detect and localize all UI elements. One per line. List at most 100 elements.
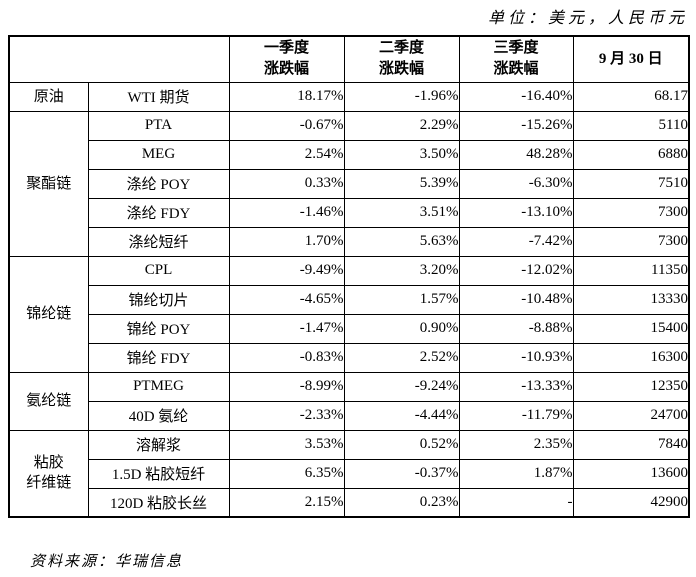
q2-cell: 3.20% [343,255,460,286]
price-cell: 24700 [572,400,690,431]
name-cell: 锦纶 FDY [87,342,230,373]
q3-cell: 48.28% [458,139,574,170]
price-cell: 7840 [572,429,690,460]
q1-cell: 0.33% [228,168,345,199]
q3-cell: -12.02% [458,255,574,286]
header-row: 一季度 涨跌幅 二季度 涨跌幅 三季度 涨跌幅 9 月 30 日 [8,35,690,83]
q1-cell: -1.46% [228,197,345,228]
unit-note: 单位：美元，人民币元 [487,10,688,27]
table-row: 锦纶切片 -4.65% 1.57% -10.48% 13330 [9,284,690,315]
q2-cell: 2.52% [343,342,460,373]
q3-cell: 2.35% [458,429,574,460]
q1-cell: -0.83% [228,342,345,373]
name-cell: CPL [87,255,230,286]
price-cell: 42900 [572,487,690,518]
q1-cell: -1.47% [228,313,345,344]
name-cell: 锦纶 POY [87,313,230,344]
header-q2-change: 二季度 涨跌幅 [343,35,460,83]
header-q3-change: 三季度 涨跌幅 [458,35,574,83]
price-cell: 12350 [572,371,690,402]
q2-cell: 0.90% [343,313,460,344]
q3-cell: -8.88% [458,313,574,344]
group-cell: 氨纶链 [8,371,89,431]
name-cell: 涤纶短纤 [87,226,230,257]
name-cell: 1.5D 粘胶短纤 [87,458,230,489]
group-cell: 原油 [8,81,89,112]
table-row: 锦纶链 CPL -9.49% 3.20% -12.02% 11350 [8,255,690,373]
source-note: 资料来源：华瑞信息 [30,554,184,570]
q1-cell: -0.67% [228,110,345,141]
name-cell: PTMEG [87,371,230,402]
price-cell: 13600 [572,458,690,489]
q2-cell: -0.37% [343,458,460,489]
table-row: 涤纶短纤 1.70% 5.63% -7.42% 7300 [9,226,690,257]
q1-cell: 6.35% [228,458,345,489]
price-cell: 5110 [572,110,690,141]
price-cell: 68.17 [572,81,690,112]
q2-cell: 0.52% [343,429,460,460]
table-row: 氨纶链 PTMEG -8.99% -9.24% -13.33% 12350 [8,371,690,431]
q1-cell: -8.99% [228,371,345,402]
q2-cell: -4.44% [343,400,460,431]
name-cell: 120D 粘胶长丝 [87,487,230,518]
q2-cell: 3.50% [343,139,460,170]
q2-cell: -1.96% [343,81,460,112]
name-cell: 涤纶 FDY [87,197,230,228]
table-row: 120D 粘胶长丝 2.15% 0.23% -42900 [9,487,690,518]
name-cell: MEG [87,139,230,170]
q1-cell: -2.33% [228,400,345,431]
price-cell: 15400 [572,313,690,344]
header-q1-change: 一季度 涨跌幅 [228,35,345,83]
q3-cell: -13.33% [458,371,574,402]
q3-cell: -11.79% [458,400,574,431]
table-header: 一季度 涨跌幅 二季度 涨跌幅 三季度 涨跌幅 9 月 30 日 [8,35,690,83]
table-row: MEG 2.54% 3.50% 48.28% 6880 [9,139,690,170]
q3-cell: 1.87% [458,458,574,489]
price-change-table: 一季度 涨跌幅 二季度 涨跌幅 三季度 涨跌幅 9 月 30 日 原油 WTI 期… [8,35,690,518]
q1-cell: 2.54% [228,139,345,170]
q2-cell: -9.24% [343,371,460,402]
name-cell: 涤纶 POY [87,168,230,199]
header-blank [8,35,230,83]
q3-cell: -10.48% [458,284,574,315]
q3-cell: -16.40% [458,81,574,112]
q1-cell: -9.49% [228,255,345,286]
price-cell: 16300 [572,342,690,373]
group-cell: 粘胶 纤维链 [8,429,89,518]
q2-cell: 0.23% [343,487,460,518]
price-cell: 7300 [572,197,690,228]
q3-cell: -13.10% [458,197,574,228]
q2-cell: 5.63% [343,226,460,257]
table-row: 锦纶 FDY -0.83% 2.52% -10.93% 16300 [9,342,690,373]
q1-cell: 2.15% [228,487,345,518]
q3-cell: -6.30% [458,168,574,199]
price-cell: 7300 [572,226,690,257]
table-body: 原油 WTI 期货 18.17% -1.96% -16.40% 68.17 聚酯链 PTA -0… [8,81,690,518]
group-cell: 锦纶链 [8,255,89,373]
name-cell: 40D 氨纶 [87,400,230,431]
table-row: 40D 氨纶 -2.33% -4.44% -11.79% 24700 [9,400,690,431]
price-cell: 13330 [572,284,690,315]
q1-cell: 1.70% [228,226,345,257]
q2-cell: 2.29% [343,110,460,141]
q1-cell: 18.17% [228,81,345,112]
table-row: 涤纶 POY 0.33% 5.39% -6.30% 7510 [9,168,690,199]
table-row: 原油 WTI 期货 18.17% -1.96% -16.40% 68.17 [8,81,690,112]
price-cell: 7510 [572,168,690,199]
price-cell: 11350 [572,255,690,286]
name-cell: WTI 期货 [87,81,230,112]
q3-cell: - [458,487,574,518]
table-row: 涤纶 FDY -1.46% 3.51% -13.10% 7300 [9,197,690,228]
table-row: 粘胶 纤维链 溶解浆 3.53% 0.52% 2.35% 7840 [8,429,690,518]
q3-cell: -7.42% [458,226,574,257]
q1-cell: -4.65% [228,284,345,315]
table-row: 1.5D 粘胶短纤 6.35% -0.37% 1.87% 13600 [9,458,690,489]
name-cell: 溶解浆 [87,429,230,460]
q3-cell: -15.26% [458,110,574,141]
table-row: 锦纶 POY -1.47% 0.90% -8.88% 15400 [9,313,690,344]
group-cell: 聚酯链 [8,110,89,257]
q2-cell: 3.51% [343,197,460,228]
name-cell: 锦纶切片 [87,284,230,315]
table-row: 聚酯链 PTA -0.67% 2.29% -15.26% 5110 [8,110,690,257]
